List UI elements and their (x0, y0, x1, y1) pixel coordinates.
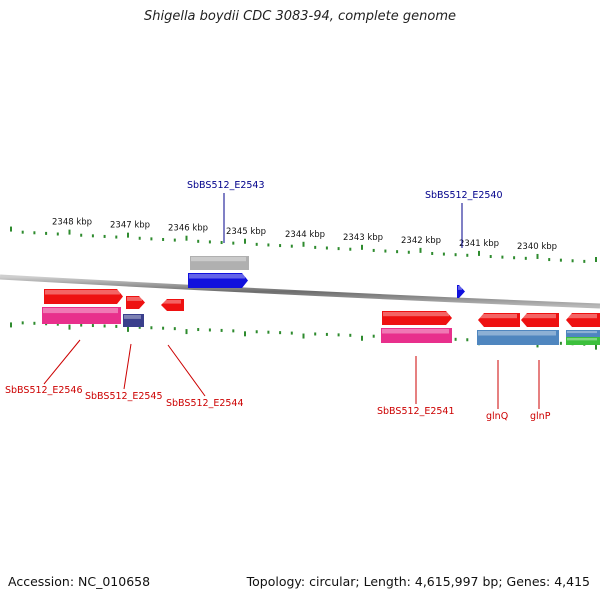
tick-row-upper (10, 226, 597, 263)
gene-feature-red (161, 299, 184, 311)
gene-label-reverse: glnQ (486, 411, 508, 422)
gene-body (188, 273, 248, 288)
gene-feature-blue-small (457, 285, 465, 298)
gene-body (123, 314, 144, 327)
tick-label: 2347 kbp (110, 221, 150, 231)
tick-label: 2343 kbp (343, 233, 383, 243)
tick-label: 2348 kbp (52, 218, 92, 228)
gene-highlight (522, 314, 556, 319)
gene-label-reverse: SbBS512_E2541 (377, 406, 455, 417)
gene-highlight (189, 274, 245, 279)
gene-body (42, 307, 121, 324)
gene-feature-red (382, 311, 452, 325)
label-leader-line (167, 344, 206, 397)
gene-highlight (567, 331, 597, 334)
gene-feature-pink (381, 328, 452, 343)
gene-highlight (43, 308, 118, 314)
gene-body (382, 311, 452, 325)
gene-feature-blue (188, 273, 248, 288)
tick-labels: 2348 kbp 2347 kbp 2346 kbp 2345 kbp 2344 kbp… (52, 218, 557, 252)
genome-backbone (0, 274, 600, 309)
gene-label-reverse: SbBS512_E2545 (85, 391, 163, 402)
gene-feature-red (478, 313, 520, 327)
gene-feature-red (521, 313, 559, 327)
tick-label: 2345 kbp (226, 227, 266, 237)
gene-label-reverse: SbBS512_E2544 (166, 398, 244, 409)
gene-body (477, 330, 559, 345)
gene-highlight (567, 314, 597, 319)
gene-body (190, 256, 249, 270)
tick-label: 2341 kbp (459, 239, 499, 249)
gene-feature-steel (566, 330, 600, 337)
tick-label: 2346 kbp (168, 224, 208, 234)
gene-label-forward: SbBS512_E2543 (187, 180, 265, 191)
tick-label: 2344 kbp (285, 230, 325, 240)
label-leader-line (43, 339, 81, 385)
gene-body (161, 299, 184, 311)
gene-highlight (382, 329, 449, 334)
gene-feature-steel (477, 330, 559, 345)
gene-feature-pink (42, 307, 121, 324)
accession-text: Accession: NC_010658 (8, 574, 151, 589)
gene-body (478, 313, 520, 327)
gene-feature-red (566, 313, 600, 327)
tick-label: 2340 kbp (517, 242, 557, 252)
gene-feature-gray (190, 256, 249, 270)
gene-label-reverse: SbBS512_E2546 (5, 385, 83, 396)
gene-feature-red (44, 289, 123, 304)
gene-features (42, 256, 600, 345)
gene-body (566, 330, 600, 337)
gene-body (44, 289, 123, 304)
gene-highlight (191, 257, 246, 262)
gene-highlight (124, 315, 141, 319)
gene-label-forward: SbBS512_E2540 (425, 190, 503, 201)
genome-stats-text: Topology: circular; Length: 4,615,997 bp… (246, 574, 590, 589)
gene-highlight (127, 297, 142, 301)
gene-feature-red (126, 296, 145, 309)
gene-highlight (45, 290, 120, 295)
gene-body (566, 313, 600, 327)
gene-highlight (458, 286, 462, 290)
gene-highlight (567, 338, 597, 341)
gene-highlight (383, 312, 449, 317)
gene-body (126, 296, 145, 309)
gene-body (521, 313, 559, 327)
gene-highlight (478, 331, 556, 336)
gene-highlight (479, 314, 517, 319)
gene-body (566, 337, 600, 345)
gene-feature-navy (123, 314, 144, 327)
genome-title: Shigella boydii CDC 3083-94, complete ge… (143, 9, 457, 24)
gene-labels: SbBS512_E2543SbBS512_E2540SbBS512_E2546S… (5, 180, 551, 422)
gene-body (457, 285, 465, 298)
gene-label-reverse: glnP (530, 411, 551, 422)
label-leader-line (123, 343, 132, 390)
tick-label: 2342 kbp (401, 236, 441, 246)
gene-feature-green (566, 337, 600, 345)
gene-highlight (162, 300, 181, 304)
gene-body (381, 328, 452, 343)
